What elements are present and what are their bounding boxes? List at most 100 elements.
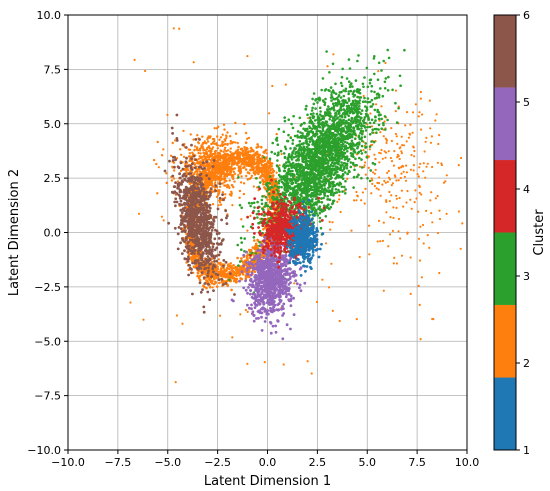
scatter-point — [267, 208, 270, 211]
scatter-point — [279, 149, 283, 153]
scatter-point — [383, 87, 387, 90]
scatter-point — [429, 199, 432, 202]
scatter-point — [329, 86, 333, 89]
scatter-point — [216, 265, 219, 269]
scatter-point — [263, 186, 266, 189]
scatter-point — [240, 241, 243, 244]
scatter-point — [387, 245, 390, 248]
scatter-point — [340, 185, 344, 189]
scatter-point — [231, 204, 234, 207]
scatter-point — [229, 150, 232, 153]
scatter-point — [210, 153, 213, 156]
scatter-point — [342, 94, 346, 98]
scatter-point — [369, 169, 373, 172]
scatter-point — [375, 92, 379, 96]
scatter-point — [290, 122, 293, 126]
scatter-point — [388, 233, 392, 236]
scatter-point — [360, 152, 364, 155]
scatter-point — [414, 189, 417, 192]
scatter-point — [240, 218, 243, 221]
scatter-point — [197, 256, 200, 259]
scatter-point — [224, 275, 227, 279]
scatter-point — [352, 163, 355, 166]
scatter-point — [300, 142, 304, 146]
scatter-point — [180, 153, 183, 156]
scatter-point — [335, 183, 339, 186]
scatter-point — [223, 174, 226, 178]
scatter-point — [172, 177, 176, 180]
scatter-point — [248, 177, 251, 181]
scatter-point — [236, 148, 240, 152]
scatter-point — [325, 50, 328, 53]
scatter-point — [460, 156, 463, 160]
scatter-point — [363, 164, 366, 167]
scatter-point — [241, 162, 244, 166]
scatter-point — [357, 134, 361, 137]
scatter-point — [293, 134, 297, 138]
scatter-point — [378, 161, 381, 164]
scatter-point — [239, 147, 243, 151]
scatter-point — [206, 140, 210, 143]
scatter-point — [312, 92, 316, 95]
scatter-point — [275, 196, 279, 199]
scatter-point — [222, 141, 225, 144]
scatter-point — [213, 181, 217, 185]
scatter-point — [304, 107, 308, 111]
scatter-point — [197, 276, 201, 280]
scatter-point — [401, 164, 404, 167]
scatter-point — [347, 118, 351, 121]
scatter-point — [228, 264, 232, 268]
scatter-point — [230, 288, 233, 292]
scatter-point — [393, 256, 396, 259]
scatter-point — [232, 273, 235, 277]
scatter-point — [410, 153, 413, 157]
scatter-point — [407, 136, 410, 139]
scatter-point — [403, 48, 406, 52]
scatter-point — [205, 286, 208, 290]
scatter-point — [302, 127, 305, 131]
scatter-point — [367, 166, 370, 169]
scatter-point — [261, 207, 264, 210]
scatter-point — [322, 178, 325, 182]
scatter-point — [352, 126, 355, 130]
scatter-point — [360, 176, 363, 180]
scatter-point — [215, 269, 219, 272]
scatter-point — [355, 164, 359, 167]
scatter-point — [395, 135, 398, 138]
scatter-point — [282, 199, 286, 203]
scatter-point — [371, 131, 374, 134]
scatter-point — [240, 175, 243, 178]
scatter-point — [293, 201, 297, 204]
scatter-point — [409, 168, 412, 171]
scatter-point — [368, 145, 372, 148]
scatter-point — [434, 119, 437, 122]
scatter-point — [379, 240, 382, 243]
scatter-point — [256, 165, 260, 168]
scatter-point — [313, 119, 317, 122]
scatter-point — [213, 161, 217, 165]
scatter-point — [365, 114, 368, 117]
scatter-point — [445, 174, 448, 177]
scatter-point — [357, 150, 361, 154]
scatter-point — [310, 372, 313, 375]
scatter-point — [250, 174, 254, 178]
scatter-point — [425, 209, 428, 212]
scatter-point — [314, 107, 317, 110]
scatter-point — [370, 84, 374, 88]
scatter-point — [372, 57, 376, 60]
scatter-point — [275, 171, 278, 174]
scatter-point — [387, 169, 390, 173]
scatter-point — [350, 142, 353, 146]
scatter-point — [373, 90, 376, 94]
scatter-point — [217, 258, 220, 261]
scatter-point — [156, 140, 159, 144]
scatter-point — [254, 242, 258, 246]
scatter-point — [392, 164, 396, 167]
scatter-point — [217, 178, 221, 181]
scatter-point — [371, 182, 374, 185]
scatter-point — [129, 301, 132, 304]
scatter-point — [298, 116, 302, 120]
scatter-point — [440, 163, 443, 167]
scatter-point — [363, 76, 366, 79]
scatter-point — [346, 177, 349, 180]
